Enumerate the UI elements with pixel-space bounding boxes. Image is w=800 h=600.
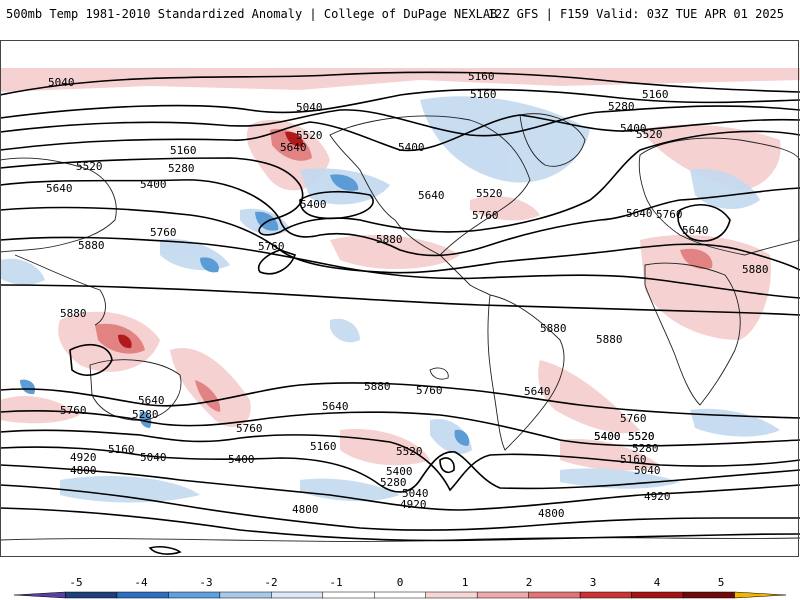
height-contours	[0, 71, 800, 555]
contour-label: 5880	[60, 307, 87, 320]
colorbar: -5 -4 -3 -2 -1 0 1 2 3 4 5	[13, 576, 787, 599]
contour-label: 5880	[364, 380, 391, 393]
contour-label: 5400	[398, 141, 425, 154]
contour-label: 5880	[376, 233, 403, 246]
contour-label: 5640	[280, 141, 307, 154]
colorbar-tick-label: 5	[718, 576, 725, 589]
contour-label: 5280	[380, 476, 407, 489]
colorbar-tick-label: -3	[199, 576, 212, 589]
map-title: 500mb Temp 1981-2010 Standardized Anomal…	[6, 7, 498, 21]
contour-label: 5280	[168, 162, 195, 175]
contour-label: 5400	[300, 198, 327, 211]
colorbar-swatch	[374, 591, 426, 599]
contour-label: 5040	[402, 487, 429, 500]
contour-label: 5160	[468, 70, 495, 83]
anomaly-map: 5040 5160 5160 5160 5040 5280 5400 5520 …	[0, 40, 800, 557]
contour-label: 5040	[48, 76, 75, 89]
contour-label: 5280	[608, 100, 635, 113]
contour-label: 5760	[60, 404, 87, 417]
contour-label: 5520	[296, 129, 323, 142]
colorbar-labels: -5 -4 -3 -2 -1 0 1 2 3 4 5	[69, 576, 724, 589]
cold-anomalies	[0, 96, 780, 503]
contour-label: 4800	[292, 503, 319, 516]
contour-label: 5880	[78, 239, 105, 252]
contour-label: 5880	[540, 322, 567, 335]
colorbar-tick-label: 1	[462, 576, 469, 589]
contour-label: 5880	[742, 263, 769, 276]
contour-label: 5160	[620, 453, 647, 466]
contour-label: 5400	[386, 465, 413, 478]
colorbar-tick-label: 2	[526, 576, 533, 589]
header: 500mb Temp 1981-2010 Standardized Anomal…	[0, 0, 800, 30]
contour-label-layer: 5040 5160 5160 5160 5040 5280 5400 5520 …	[46, 70, 769, 520]
colorbar-swatch	[13, 591, 66, 599]
contour-label: 5400	[140, 178, 167, 191]
colorbar-tick-label: -2	[264, 576, 277, 589]
colorbar-swatch	[322, 591, 375, 599]
contour-label: 5760	[620, 412, 647, 425]
contour-label: 5520	[396, 445, 423, 458]
contour-label: 5640	[524, 385, 551, 398]
contour-label: 5160	[470, 88, 497, 101]
contour-label: 5640	[418, 189, 445, 202]
contour-label: 4920	[70, 451, 97, 464]
colorbar-swatch	[631, 591, 684, 599]
contour-label: 5520	[476, 187, 503, 200]
colorbar-swatch	[65, 591, 118, 599]
contour-label: 5400	[594, 430, 621, 443]
colorbar-tick-label: 0	[397, 576, 404, 589]
contour-label: 5640	[682, 224, 709, 237]
colorbar-swatch	[271, 591, 324, 599]
contour-label: 5520	[636, 128, 663, 141]
contour-label: 5760	[236, 422, 263, 435]
colorbar-tick-label: -1	[329, 576, 342, 589]
contour-label: 5040	[634, 464, 661, 477]
contour-label: 5760	[258, 240, 285, 253]
colorbar-swatch	[116, 591, 169, 599]
contour-label: 5640	[626, 207, 653, 220]
contour-label: 5280	[132, 408, 159, 421]
colorbar-swatch	[219, 591, 272, 599]
colorbar-tick-label: 3	[590, 576, 597, 589]
colorbar-swatch	[425, 591, 478, 599]
contour-label: 5520	[76, 160, 103, 173]
contour-label: 4920	[644, 490, 671, 503]
colorbar-swatch	[579, 591, 632, 599]
contour-label: 5760	[656, 208, 683, 221]
colorbar-swatch	[734, 591, 787, 599]
contour-label: 5160	[642, 88, 669, 101]
contour-label: 4920	[400, 498, 427, 511]
contour-label: 5520	[628, 430, 655, 443]
contour-label: 5040	[140, 451, 167, 464]
colorbar-tick-label: -5	[69, 576, 82, 589]
contour-label: 5760	[416, 384, 443, 397]
contour-label: 5640	[46, 182, 73, 195]
contour-label: 5160	[108, 443, 135, 456]
contour-label: 5160	[170, 144, 197, 157]
colorbar-swatch	[476, 591, 529, 599]
contour-label: 5640	[322, 400, 349, 413]
contour-label: 5520	[628, 430, 655, 443]
contour-label: 4800	[538, 507, 565, 520]
contour-label: 5880	[596, 333, 623, 346]
colorbar-swatch	[682, 591, 735, 599]
extreme-warm-anomalies	[118, 131, 304, 349]
contour-label: 5760	[150, 226, 177, 239]
colorbar-swatch	[168, 591, 221, 599]
contour-label: 5760	[472, 209, 499, 222]
contour-label: 5400	[620, 122, 647, 135]
contour-label: 5640	[138, 394, 165, 407]
contour-label: 5400	[228, 453, 255, 466]
contour-label: 5400	[594, 430, 621, 443]
contour-label: 4800	[70, 464, 97, 477]
run-info: 12Z GFS | F159 Valid: 03Z TUE APR 01 202…	[487, 7, 784, 21]
colorbar-swatch	[528, 591, 581, 599]
contour-label: 5160	[310, 440, 337, 453]
contour-label: 5280	[632, 442, 659, 455]
colorbar-swatches	[13, 591, 787, 599]
contour-label: 5040	[296, 101, 323, 114]
colorbar-tick-label: -4	[134, 576, 148, 589]
colorbar-tick-label: 4	[654, 576, 661, 589]
